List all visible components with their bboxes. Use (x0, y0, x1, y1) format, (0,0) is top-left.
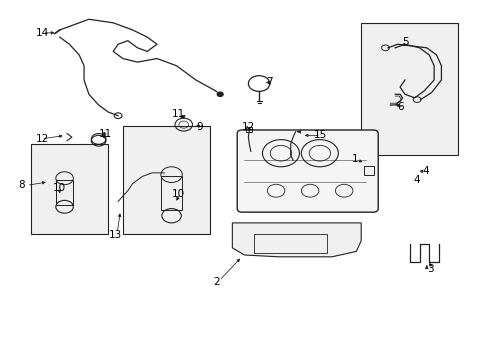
PathPatch shape (232, 223, 361, 257)
Text: 13: 13 (108, 230, 122, 240)
Text: 9: 9 (196, 122, 202, 132)
Text: 1: 1 (351, 154, 357, 164)
Text: 7: 7 (266, 77, 272, 87)
Bar (161, 176, 182, 210)
Text: 4: 4 (421, 166, 427, 176)
Text: 8: 8 (19, 180, 25, 190)
Bar (246, 127, 252, 132)
Bar (122, 126, 210, 234)
Bar (56, 180, 73, 205)
Text: 6: 6 (397, 102, 404, 112)
Bar (361, 23, 458, 155)
Text: 12: 12 (35, 134, 49, 144)
Text: 4: 4 (413, 175, 420, 185)
Text: 10: 10 (171, 189, 184, 199)
Circle shape (217, 92, 223, 96)
Text: 14: 14 (35, 28, 49, 38)
Text: 3: 3 (426, 264, 432, 274)
Text: 2: 2 (212, 277, 219, 287)
Bar (363, 166, 373, 175)
Text: 15: 15 (313, 130, 326, 140)
Bar (30, 144, 108, 234)
FancyBboxPatch shape (237, 130, 377, 212)
Text: 10: 10 (52, 183, 65, 193)
Text: 12: 12 (242, 122, 255, 132)
Text: 5: 5 (402, 37, 408, 48)
Text: 11: 11 (99, 129, 112, 139)
Text: 11: 11 (171, 109, 184, 119)
Bar (254, 234, 326, 253)
